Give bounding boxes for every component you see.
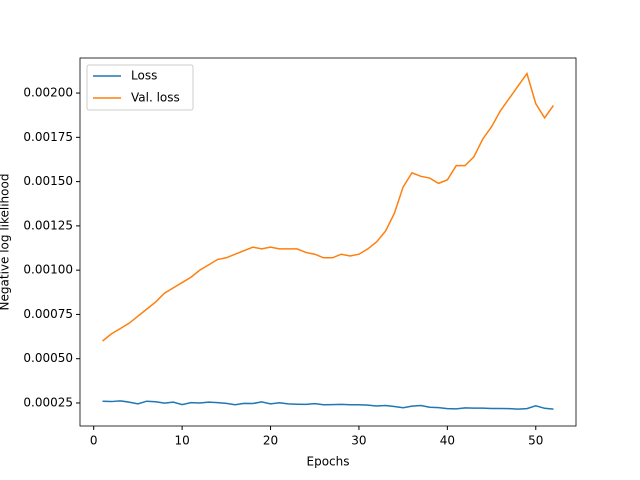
y-tick-label: 0.00100 [23, 263, 73, 277]
x-axis-label: Epochs [307, 455, 350, 469]
y-tick-label: 0.00175 [23, 130, 73, 144]
y-tick-label: 0.00025 [23, 395, 73, 409]
axes-frame [79, 57, 577, 427]
x-tick-label: 0 [90, 434, 98, 448]
x-tick-label: 20 [263, 434, 278, 448]
legend-label: Val. loss [131, 91, 180, 105]
x-tick-label: 30 [351, 434, 366, 448]
series-line [102, 71, 555, 342]
x-tick-label: 10 [174, 434, 189, 448]
y-tick-label: 0.00075 [23, 307, 73, 321]
legend-label: Loss [131, 69, 157, 83]
x-tick-label: 50 [528, 434, 543, 448]
y-axis-label: Negative log likelihood [0, 174, 12, 311]
y-tick-label: 0.00200 [23, 86, 73, 100]
y-tick-label: 0.00150 [23, 174, 73, 188]
series-line [102, 400, 554, 410]
y-tick-label: 0.00050 [23, 351, 73, 365]
x-tick-label: 40 [440, 434, 455, 448]
y-tick-label: 0.00125 [23, 218, 73, 232]
